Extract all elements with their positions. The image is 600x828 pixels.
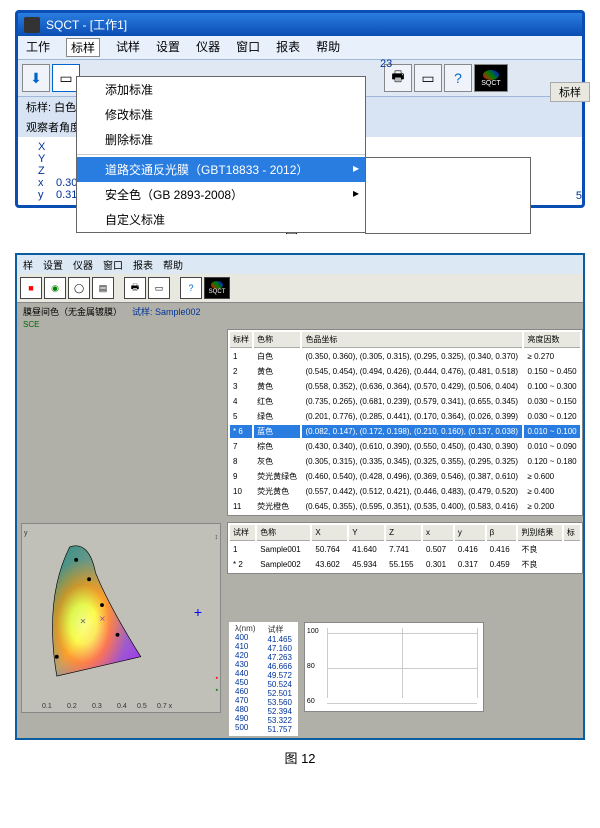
table-row[interactable]: * 6蓝色(0.082, 0.147), (0.172, 0.198), (0.… — [230, 425, 580, 438]
table-row[interactable]: 7棕色(0.430, 0.340), (0.610, 0.390), (0.55… — [230, 440, 580, 453]
menu-item[interactable]: 自定义标准 — [77, 207, 365, 232]
circle-button[interactable]: ◯ — [68, 277, 90, 299]
color-table[interactable]: 标样色称色品坐标亮度因数1白色(0.350, 0.360), (0.305, 0… — [227, 329, 583, 516]
menu-工作[interactable]: 工作 — [26, 38, 50, 57]
print-button[interactable]: 🖶 — [124, 277, 146, 299]
help-button[interactable]: ? — [444, 64, 472, 92]
sce-label: SCE — [17, 320, 583, 329]
menu-item[interactable]: 删除标准 — [77, 127, 365, 152]
menu-窗口[interactable]: 窗口 — [103, 257, 123, 272]
table-row[interactable]: 9荧光黄绿色(0.460, 0.540), (0.428, 0.496), (0… — [230, 470, 580, 483]
cie-diagram: × × 0.1 0.2 0.3 0.4 0.5 0.7 x y + ↕ ▪ ▪ — [21, 523, 221, 713]
svg-text:×: × — [99, 614, 105, 625]
table-row[interactable]: 3黄色(0.558, 0.352), (0.636, 0.364), (0.57… — [230, 380, 580, 393]
table-row[interactable]: 5绿色(0.201, 0.776), (0.285, 0.441), (0.17… — [230, 410, 580, 423]
menu-帮助[interactable]: 帮助 — [163, 257, 183, 272]
side-num: 5 — [576, 190, 582, 202]
table-row[interactable]: 4红色(0.735, 0.265), (0.681, 0.239), (0.57… — [230, 395, 580, 408]
caption-12: 图 12 — [0, 748, 600, 767]
table-row[interactable]: 1白色(0.350, 0.360), (0.305, 0.315), (0.29… — [230, 350, 580, 363]
table-row[interactable]: 2黄色(0.545, 0.454), (0.494, 0.426), (0.44… — [230, 365, 580, 378]
table-row[interactable]: 11荧光橙色(0.645, 0.355), (0.595, 0.351), (0… — [230, 500, 580, 513]
sample-table[interactable]: 试样色称XYZxyβ判别结果标1Sample00150.76441.6407.7… — [227, 522, 583, 574]
sqct-icon: SQCT — [474, 64, 508, 92]
tool-button[interactable]: ▭ — [148, 277, 170, 299]
doc-button[interactable]: ▤ — [92, 277, 114, 299]
record-button[interactable]: ■ — [20, 277, 42, 299]
table-row[interactable]: * 2Sample00243.60245.93455.1550.3010.317… — [230, 558, 580, 571]
table-row[interactable]: 8灰色(0.305, 0.315), (0.335, 0.345), (0.32… — [230, 455, 580, 468]
menu-item[interactable]: 添加标准 — [77, 77, 365, 102]
menu-标样[interactable]: 标样 — [66, 38, 100, 57]
import-button[interactable]: ⬇ — [22, 64, 50, 92]
menu-item[interactable]: 修改标准 — [77, 102, 365, 127]
submenu-item[interactable]: 昼间色（有金属镀膜） — [366, 183, 530, 208]
menu-窗口[interactable]: 窗口 — [236, 38, 260, 57]
menubar-12: 样设置仪器窗口报表帮助 — [17, 255, 583, 274]
tool-button[interactable]: ▭ — [414, 64, 442, 92]
menu-item[interactable]: 安全色（GB 2893-2008） — [77, 182, 365, 207]
menu-设置[interactable]: 设置 — [43, 257, 63, 272]
menu-仪器[interactable]: 仪器 — [196, 38, 220, 57]
spectrum-chart: 1008060 — [304, 622, 484, 712]
app-icon — [24, 17, 40, 33]
submenu-item[interactable]: 昼间色（无金属镀膜） — [366, 158, 530, 183]
side-label[interactable]: 标样 — [550, 82, 590, 102]
menu-设置[interactable]: 设置 — [156, 38, 180, 57]
extra-value: 23 — [380, 58, 392, 70]
table-row[interactable]: 10荧光黄色(0.557, 0.442), (0.512, 0.421), (0… — [230, 485, 580, 498]
sqct-icon: SQCT — [204, 277, 230, 299]
menu-报表[interactable]: 报表 — [133, 257, 153, 272]
menubar: 工作标样试样设置仪器窗口报表帮助 — [18, 36, 582, 60]
target-button[interactable]: ◉ — [44, 277, 66, 299]
toolbar: ⬇ ▭ 添加标准修改标准删除标准 道路交通反光膜（GBT18833 - 2012… — [18, 60, 582, 97]
menu-报表[interactable]: 报表 — [276, 38, 300, 57]
help-button[interactable]: ? — [180, 277, 202, 299]
svg-text:×: × — [80, 616, 86, 627]
window-titlebar: SQCT - [工作1] — [18, 13, 582, 36]
menu-仪器[interactable]: 仪器 — [73, 257, 93, 272]
menu-试样[interactable]: 试样 — [116, 38, 140, 57]
menu-帮助[interactable]: 帮助 — [316, 38, 340, 57]
submenu-item[interactable]: 夜间色 — [366, 208, 530, 233]
menu-样[interactable]: 样 — [23, 257, 33, 272]
wavelength-table: λ(nm)400410420430440450460470480490500 试… — [229, 622, 298, 736]
toolbar-12: ■ ◉ ◯ ▤ 🖶 ▭ ? SQCT — [17, 274, 583, 303]
menu-item[interactable]: 道路交通反光膜（GBT18833 - 2012）昼间色（无金属镀膜）昼间色（有金… — [77, 157, 365, 182]
statusbar-12: 膜昼间色（无金属镀膜） 试样: Sample002 — [17, 303, 583, 320]
window-title: SQCT - [工作1] — [46, 16, 127, 33]
table-row[interactable]: 1Sample00150.76441.6407.7410.5070.4160.4… — [230, 543, 580, 556]
